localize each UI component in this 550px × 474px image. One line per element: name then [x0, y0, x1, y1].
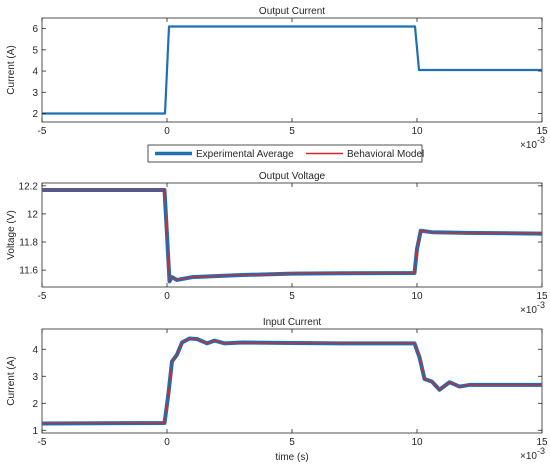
legend-label-model: Behavioral Model — [347, 149, 424, 160]
output-current-plot: -5 0 5 10 15 2 3 4 5 6 Output Current Current (A) ×1… — [6, 6, 548, 151]
input-current-xtick-label: 0 — [164, 437, 170, 448]
output-voltage-ytick-label: 11.8 — [19, 238, 38, 249]
output-current-x-exponent-power: -3 — [537, 135, 545, 145]
input-current-ytick-label: 2 — [32, 399, 38, 410]
output-current-ytick-label: 2 — [32, 109, 38, 120]
output-voltage-x-exponent-power: -3 — [537, 300, 545, 310]
input-current-series-model — [41, 337, 542, 425]
legend-label-experimental: Experimental Average — [196, 149, 294, 160]
input-current-ylabel: Current (A) — [6, 356, 17, 405]
output-voltage-ylabel: Voltage (V) — [6, 210, 17, 259]
output-voltage-ytick-label: 11.6 — [19, 266, 38, 277]
output-current-ytick-label: 4 — [32, 67, 38, 78]
input-current-xtick-label: -5 — [38, 437, 47, 448]
output-current-xtick-label: 5 — [289, 126, 295, 137]
output-voltage-ytick-label: 12 — [27, 209, 39, 220]
output-current-ytick-label: 5 — [32, 45, 38, 56]
input-current-title: Input Current — [263, 317, 322, 328]
input-current-ytick-label: 4 — [32, 345, 38, 356]
output-current-series-experimental — [42, 25, 542, 115]
output-voltage-series-model — [42, 189, 543, 282]
legend-box — [147, 144, 423, 163]
output-voltage-ytick-label: 12.2 — [19, 181, 39, 192]
output-voltage-xtick-label: 0 — [164, 291, 170, 302]
input-current-plot: -5 0 5 10 15 1 2 3 4 Input Current Current (A) time… — [6, 317, 548, 463]
input-current-ytick-label: 1 — [32, 426, 38, 437]
output-current-x-exponent: ×10-3 — [520, 135, 545, 151]
input-current-xlabel: time (s) — [275, 452, 308, 463]
output-current-xtick-label: 10 — [411, 126, 423, 137]
output-voltage-plot: -5 0 5 10 15 11.6 11.8 12 12.2 Output Voltage Volt… — [6, 171, 548, 316]
input-current-series-experimental — [41, 336, 542, 426]
output-voltage-xtick-label: 10 — [411, 291, 423, 302]
input-current-x-exponent: ×10-3 — [520, 446, 545, 462]
input-current-xtick-label: 10 — [411, 437, 423, 448]
output-current-ylabel: Current (A) — [6, 45, 17, 94]
output-current-title: Output Current — [259, 6, 325, 17]
legend: Experimental Average Behavioral Model — [147, 144, 424, 163]
output-voltage-xtick-label: 15 — [536, 291, 548, 302]
output-voltage-x-exponent: ×10-3 — [520, 300, 545, 316]
output-voltage-xtick-label: 5 — [289, 291, 295, 302]
output-current-xtick-label: 0 — [164, 126, 170, 137]
output-current-xtick-label: -5 — [38, 126, 47, 137]
output-voltage-title: Output Voltage — [259, 171, 326, 182]
output-voltage-series-experimental — [42, 188, 543, 284]
input-current-ytick-label: 3 — [32, 372, 38, 383]
output-voltage-axes-box — [41, 182, 543, 288]
output-current-ytick-label: 3 — [32, 88, 38, 99]
input-current-x-exponent-power: -3 — [537, 446, 545, 456]
output-voltage-xtick-label: -5 — [38, 291, 47, 302]
output-current-xtick-label: 15 — [536, 126, 548, 137]
input-current-xtick-label: 5 — [289, 437, 295, 448]
input-current-xtick-label: 15 — [536, 437, 548, 448]
output-current-ytick-label: 6 — [32, 24, 38, 35]
